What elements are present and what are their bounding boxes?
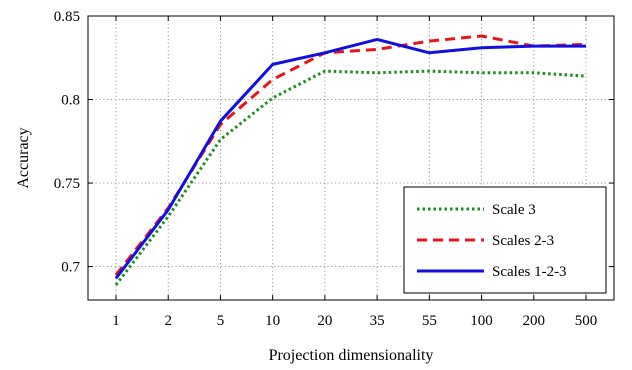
series-line-1 (114, 69, 587, 286)
x-tick-label: 20 (317, 313, 332, 329)
y-tick-label: 0.8 (61, 93, 80, 109)
series-lines (114, 34, 587, 286)
x-tick-label: 5 (217, 313, 225, 329)
axis-ticks: 1 2 5 10 20 35 55 100 200 500 0.7 0.75 0.8 0.85 (54, 9, 614, 329)
legend: Scale 3 Scales 2-3 Scales 1-2-3 (403, 186, 607, 294)
x-tick-label: 55 (422, 313, 437, 329)
x-tick-label: 35 (370, 313, 385, 329)
legend-label-3: Scales 1-2-3 (492, 264, 567, 280)
plot-frame (87, 15, 615, 301)
y-tick-label: 0.75 (54, 176, 80, 192)
x-tick-label: 10 (265, 313, 280, 329)
y-tick-label: 0.7 (61, 260, 80, 276)
x-tick-label: 1 (112, 313, 120, 329)
series-line-3 (114, 37, 586, 280)
x-axis-label: Projection dimensionality (269, 347, 434, 364)
x-tick-label: 500 (575, 313, 598, 329)
y-axis-label: Accuracy (15, 127, 32, 188)
x-tick-label: 100 (470, 313, 493, 329)
x-tick-label: 200 (523, 313, 546, 329)
legend-label-1: Scale 3 (492, 202, 536, 218)
y-tick-label: 0.85 (54, 9, 80, 25)
legend-label-2: Scales 2-3 (492, 233, 554, 249)
x-tick-label: 2 (164, 313, 172, 329)
